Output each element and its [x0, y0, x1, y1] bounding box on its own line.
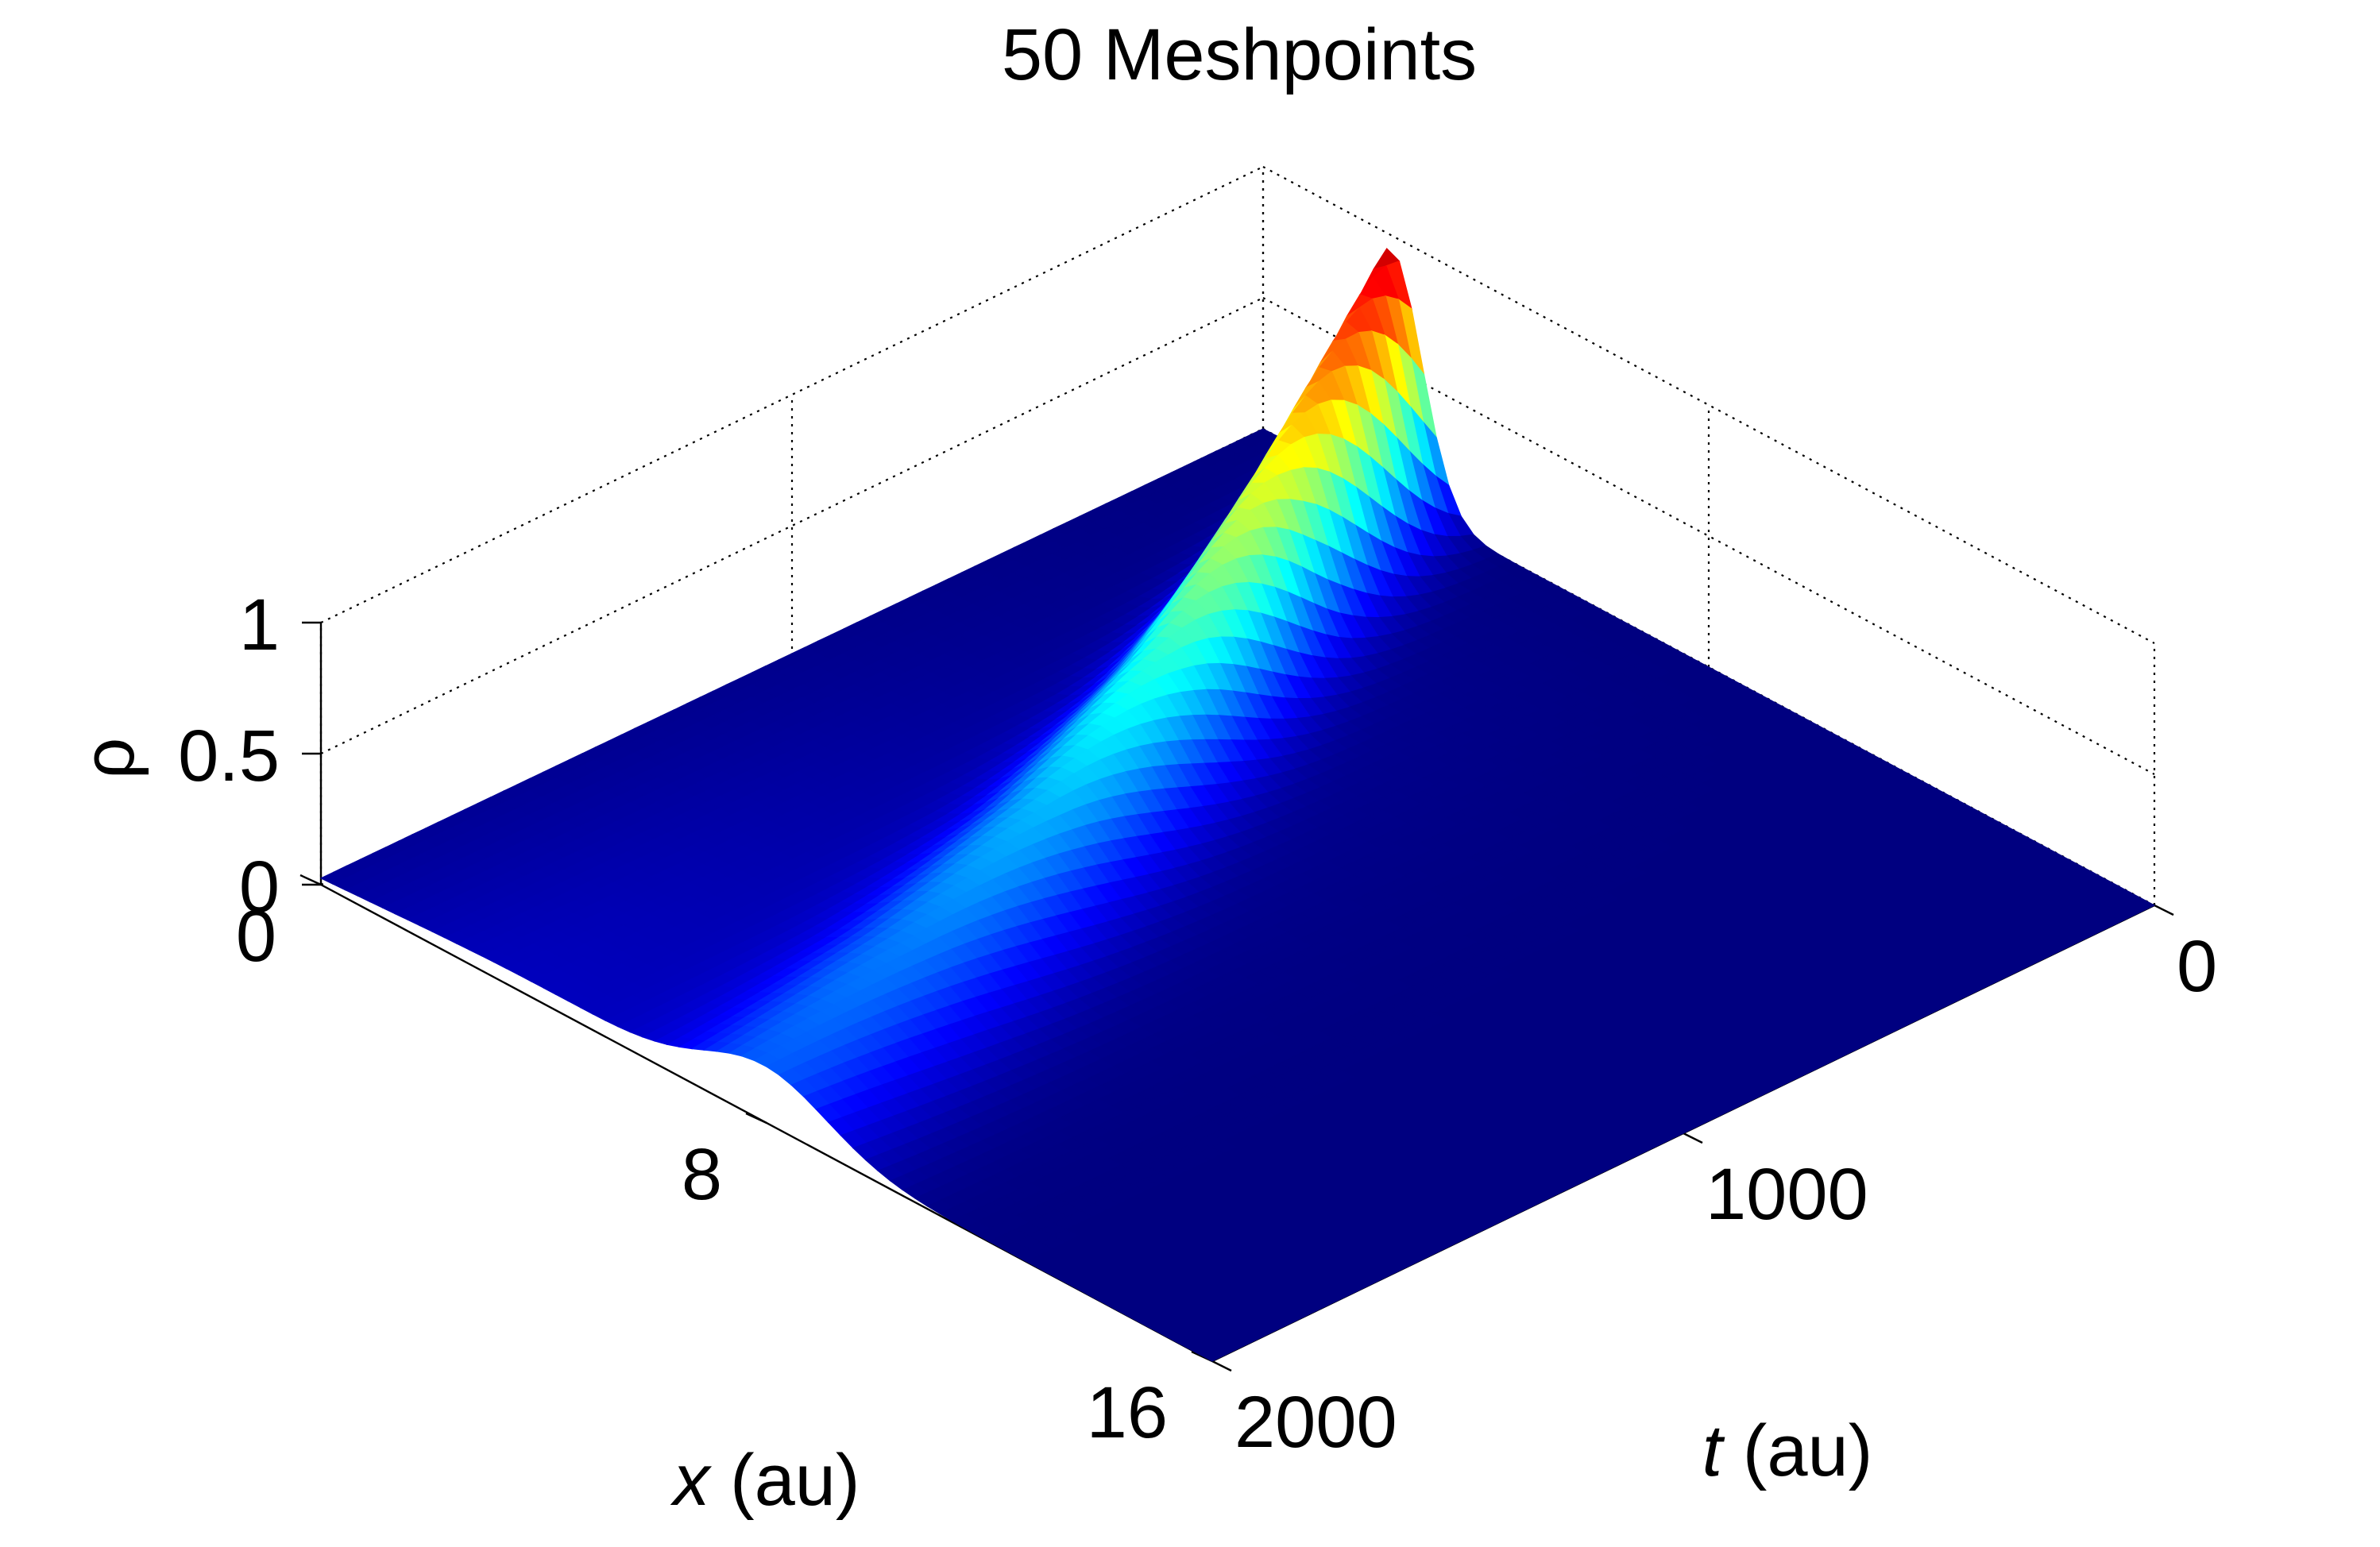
- surface-layer: [319, 248, 2156, 1362]
- t-tick-mark: [1211, 1360, 1232, 1372]
- x-tick-mark: [745, 1112, 767, 1125]
- t-tick-mark: [2154, 904, 2174, 916]
- grid-line-z: [1262, 166, 2155, 644]
- t-tick-mark: [1683, 1132, 1703, 1144]
- x-tick-mark: [299, 874, 322, 886]
